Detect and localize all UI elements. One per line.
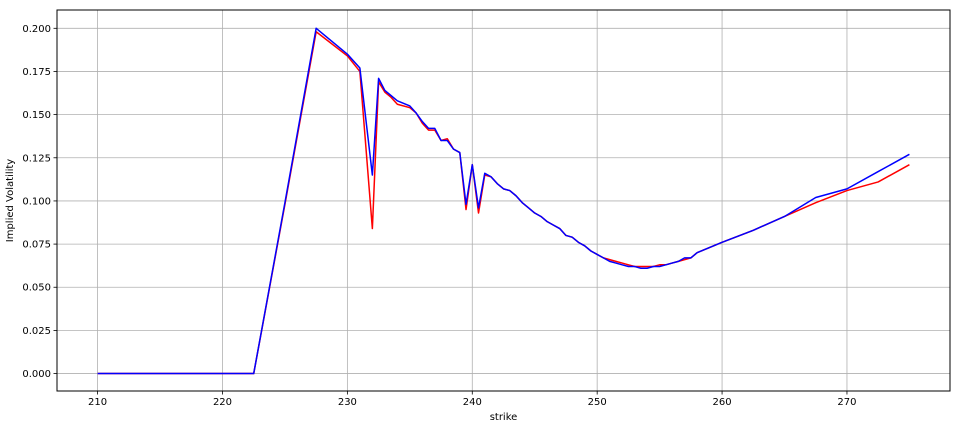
y-tick-label: 0.125 (22, 153, 51, 164)
axis-ticks: 210 220 230 240 250 260 270 0.000 0.025 0.050 0.07… (22, 24, 856, 408)
y-tick-label: 0.200 (22, 24, 51, 35)
x-tick-label: 260 (713, 397, 732, 408)
y-tick-label: 0.075 (22, 240, 51, 251)
y-tick-label: 0.000 (22, 369, 51, 380)
plot-frame (56, 9, 951, 392)
x-tick-label: 230 (338, 397, 357, 408)
grid-lines (57, 10, 950, 391)
series-lines (97, 27, 910, 375)
y-tick-label: 0.025 (22, 326, 51, 337)
y-tick-label: 0.100 (22, 196, 51, 207)
x-tick-label: 240 (463, 397, 482, 408)
x-tick-label: 220 (213, 397, 232, 408)
x-axis-label: strike (490, 412, 518, 423)
y-axis-label: Implied Volatility (5, 159, 16, 243)
series-line-2 (97, 27, 910, 375)
x-tick-label: 270 (837, 397, 856, 408)
x-tick-label: 210 (88, 397, 107, 408)
y-tick-label: 0.050 (22, 283, 51, 294)
y-tick-label: 0.175 (22, 67, 51, 78)
y-tick-label: 0.150 (22, 110, 51, 121)
x-tick-label: 250 (588, 397, 607, 408)
plot-background (57, 10, 950, 391)
